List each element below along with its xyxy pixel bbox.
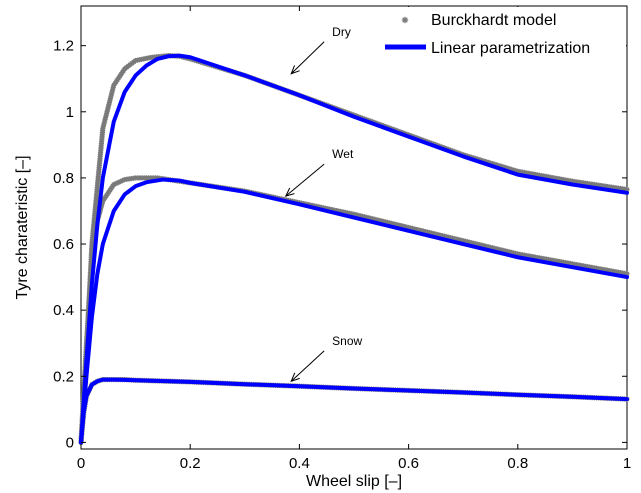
y-tick-label: 1 [66,104,74,121]
y-tick-label: 0.8 [53,170,74,187]
legend-label-burckhardt: Burckhardt model [431,12,556,29]
annotation-label: Snow [332,334,362,348]
annotation-label: Wet [332,147,354,161]
x-tick-label: 0.6 [398,455,419,472]
legend-marker-burckhardt [402,17,408,23]
x-tick-label: 0.8 [507,455,528,472]
legend: Burckhardt model Linear parametrization [380,7,626,65]
y-tick-label: 0.2 [53,368,74,385]
y-tick-label: 0.4 [53,302,74,319]
annotation-label: Dry [332,25,351,39]
y-tick-label: 0 [66,434,74,451]
y-tick-label: 0.6 [53,236,74,253]
y-tick-label: 1.2 [53,38,74,55]
x-tick-label: 0.2 [180,455,201,472]
x-tick-label: 0 [77,455,85,472]
legend-asterisk [402,17,408,23]
x-tick-label: 0.4 [289,455,310,472]
y-axis-title: Tyre charateristic [–] [14,155,31,299]
x-axis-title: Wheel slip [–] [306,473,402,490]
x-tick-label: 1 [623,455,631,472]
legend-label-linear: Linear parametrization [431,40,590,57]
